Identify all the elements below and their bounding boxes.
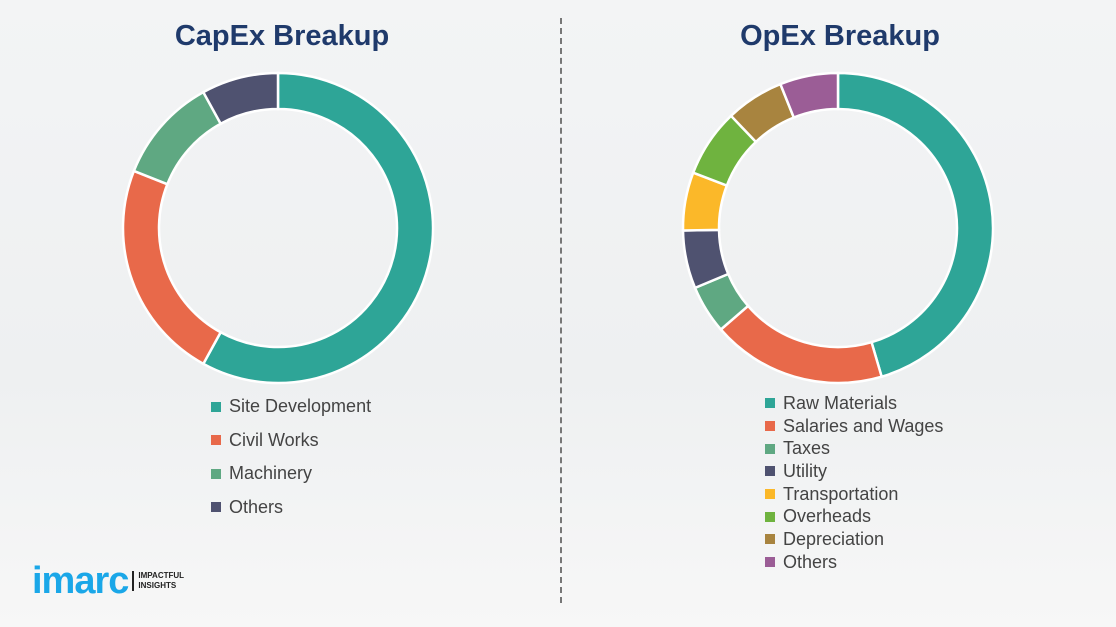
legend-swatch [765,398,775,409]
legend-swatch [765,489,775,500]
slice-site-development [201,71,435,385]
slice-raw-materials [836,71,995,379]
legend-swatch [211,502,221,513]
legend-item: Civil Works [211,424,371,458]
legend-label: Depreciation [783,528,885,549]
legend-item: Overheads [765,505,943,528]
divider [560,18,562,603]
legend-label: Utility [783,460,827,481]
capex-title: CapEx Breakup [174,20,390,52]
legend-item: Utility [765,460,943,483]
legend-item: Salaries and Wages [765,415,943,438]
legend-item: Others [765,551,943,574]
legend-swatch [211,401,221,412]
legend-swatch [211,435,221,446]
legend-swatch [765,511,775,522]
legend-item: Transportation [765,483,943,506]
legend-label: Overheads [783,506,872,527]
slice-others [201,71,280,126]
legend-item: Taxes [765,437,943,460]
legend-label: Taxes [783,438,831,459]
opex-legend: Raw Materials Salaries and Wages Taxes Util… [765,392,943,574]
legend-item: Machinery [211,457,371,491]
logo-tagline: IMPACTFUL INSIGHTS [132,571,184,591]
slice-salaries-and-wages [719,304,884,385]
legend-item: Depreciation [765,528,943,551]
legend-swatch [765,466,775,477]
slice-others [778,71,840,120]
legend-label: Salaries and Wages [783,415,944,436]
legend-swatch [765,443,775,454]
legend-swatch [765,557,775,568]
legend-item: Raw Materials [765,392,943,415]
legend-label: Machinery [229,463,313,484]
legend-swatch [765,534,775,545]
legend-item: Site Development [211,390,371,424]
legend-label: Civil Works [229,429,319,450]
imarc-logo: imarc IMPACTFUL INSIGHTS [32,562,184,600]
legend-label: Site Development [229,396,372,417]
legend-label: Others [783,551,838,572]
legend-label: Raw Materials [783,392,898,413]
logo-word: imarc [32,560,129,602]
opex-title: OpEx Breakup [740,20,940,52]
slice-civil-works [121,169,223,366]
legend-item: Others [211,491,371,525]
legend-label: Others [229,496,284,517]
slice-machinery [132,90,223,186]
legend-swatch [211,468,221,479]
legend-label: Transportation [783,483,899,504]
legend-swatch [765,421,775,432]
capex-legend: Site Development Civil Works Machinery Othe… [211,390,371,524]
